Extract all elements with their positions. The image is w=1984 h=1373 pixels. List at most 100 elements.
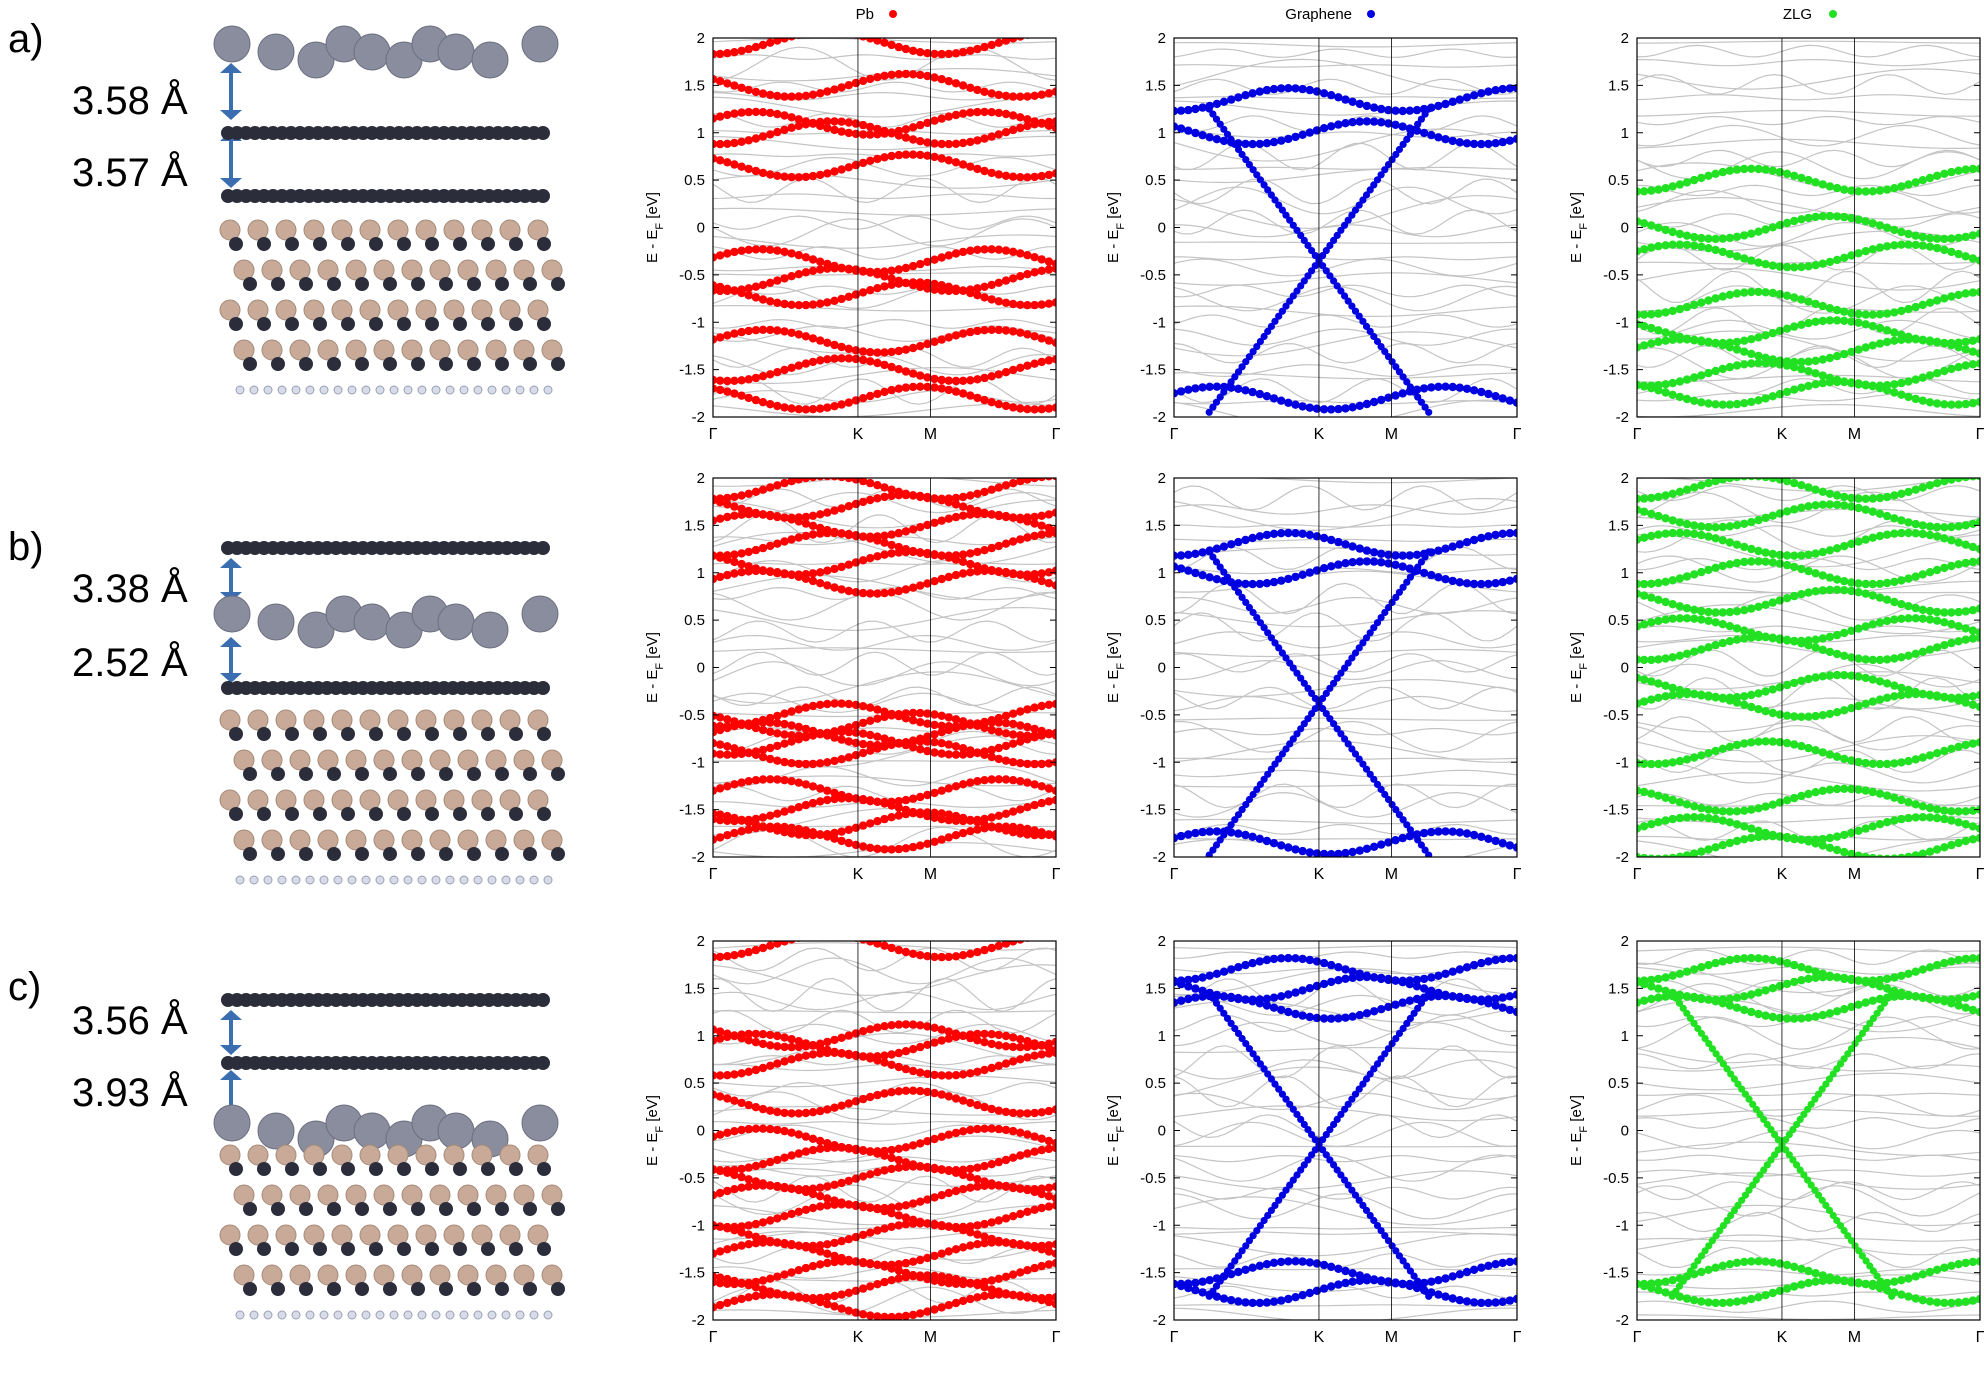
band-point <box>894 365 903 374</box>
background-band <box>1174 1193 1517 1220</box>
dirac-point <box>1414 563 1422 571</box>
band-point <box>1940 366 1949 376</box>
band-point <box>1675 602 1685 611</box>
band-point <box>1804 837 1813 846</box>
band-point <box>987 725 996 735</box>
band-point <box>715 553 725 562</box>
band-point <box>908 343 918 353</box>
dirac-point <box>1785 1131 1793 1139</box>
band-point <box>866 1025 875 1034</box>
band-point <box>894 1062 903 1072</box>
y-tick-label: -2 <box>692 409 705 426</box>
band-point <box>966 827 975 836</box>
band-point <box>923 548 932 558</box>
band-point <box>866 843 875 852</box>
band-point <box>1968 606 1978 615</box>
dirac-point <box>1366 1070 1374 1078</box>
background-band <box>713 234 1056 249</box>
band-point <box>773 246 782 255</box>
band-point <box>1484 139 1493 149</box>
band-point <box>1008 739 1018 748</box>
band-point <box>1334 1280 1343 1289</box>
band-point <box>1455 95 1465 104</box>
band-point <box>1391 976 1400 985</box>
dirac-point <box>1297 674 1305 682</box>
y-tick-label: -2 <box>1616 849 1629 866</box>
band-point <box>1954 400 1963 409</box>
background-band <box>1174 305 1517 318</box>
band-point <box>1639 579 1649 589</box>
band-point <box>930 837 939 846</box>
band-point <box>1761 707 1770 716</box>
x-tick-label: Γ <box>709 426 718 443</box>
band-point <box>1248 1298 1257 1308</box>
band-point <box>1675 377 1685 386</box>
y-tick-label: -1.5 <box>1603 802 1629 819</box>
background-band <box>713 634 1056 651</box>
band-point <box>1269 529 1279 538</box>
background-band <box>1637 244 1980 271</box>
band-point <box>737 1125 746 1135</box>
band-point <box>1868 494 1878 503</box>
band-point <box>773 368 782 377</box>
band-point <box>1462 93 1472 102</box>
dirac-point <box>1421 1287 1429 1295</box>
band-point <box>1954 1260 1963 1269</box>
band-point <box>1262 530 1272 540</box>
band-point <box>1030 512 1039 522</box>
dirac-point <box>1730 1206 1738 1214</box>
dirac-point <box>1249 348 1257 356</box>
dirac-point <box>1406 1267 1414 1275</box>
dirac-point <box>1395 1029 1403 1038</box>
band-point <box>737 108 746 117</box>
band-point <box>766 370 775 379</box>
band-point <box>1811 967 1820 976</box>
dirac-point <box>1785 1151 1793 1159</box>
band-point <box>1661 992 1670 1001</box>
dirac-point <box>1377 614 1385 622</box>
band-point <box>1647 759 1656 769</box>
band-point <box>744 1163 753 1172</box>
band-point <box>851 728 861 737</box>
background-band <box>1174 131 1517 138</box>
background-band <box>1174 1066 1517 1100</box>
band-point <box>958 550 968 559</box>
band-point <box>908 150 918 159</box>
band-point <box>1911 689 1920 699</box>
band-point <box>1875 789 1885 798</box>
band-point <box>1690 529 1699 539</box>
band-point <box>1932 607 1942 617</box>
y-tick-label: 1.5 <box>684 980 705 997</box>
band-point <box>737 746 746 755</box>
band-point <box>1804 1266 1813 1276</box>
band-point <box>923 339 932 349</box>
dirac-point <box>1205 548 1213 556</box>
band-point <box>858 729 868 738</box>
band-point <box>801 780 811 789</box>
band-point <box>1968 739 1978 748</box>
dirac-point <box>1351 307 1360 315</box>
dirac-point <box>1297 1115 1305 1123</box>
dirac-point <box>1337 1171 1345 1179</box>
band-point <box>1398 1279 1407 1289</box>
band-point <box>1030 759 1039 769</box>
band-point <box>1174 106 1179 116</box>
band-point <box>837 1049 846 1058</box>
band-point <box>966 1098 975 1108</box>
band-point <box>1954 560 1963 569</box>
band-point <box>1661 336 1670 345</box>
band-point <box>958 1127 968 1136</box>
band-point <box>1184 994 1193 1004</box>
band-point <box>1668 378 1677 388</box>
band-point <box>944 1071 953 1080</box>
band-point <box>1690 521 1699 530</box>
band-point <box>1654 309 1663 318</box>
band-point <box>1947 816 1956 825</box>
dirac-point <box>1421 110 1429 118</box>
band-point <box>930 1193 939 1202</box>
band-point <box>930 152 939 162</box>
band-point <box>1184 975 1193 985</box>
band-point <box>901 490 911 500</box>
band-point <box>723 1245 732 1254</box>
band-point <box>1711 534 1720 543</box>
